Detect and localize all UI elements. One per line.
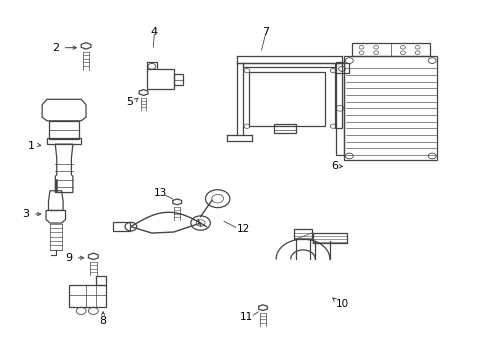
Text: 7: 7 xyxy=(262,27,268,37)
Bar xyxy=(351,42,429,56)
Bar xyxy=(273,125,295,134)
Text: 9: 9 xyxy=(65,253,72,263)
Bar xyxy=(344,56,436,160)
Bar xyxy=(334,63,348,73)
Text: 1: 1 xyxy=(27,141,34,151)
Text: 11: 11 xyxy=(239,312,252,322)
Bar xyxy=(294,229,311,239)
Text: 4: 4 xyxy=(150,27,158,37)
Bar xyxy=(249,72,325,126)
Text: 8: 8 xyxy=(100,316,106,325)
Bar xyxy=(113,222,130,231)
Bar xyxy=(69,285,105,307)
Text: 6: 6 xyxy=(331,161,338,171)
Bar xyxy=(96,276,105,285)
Bar xyxy=(173,74,182,85)
Bar xyxy=(312,233,346,243)
Text: 13: 13 xyxy=(153,188,166,198)
Bar xyxy=(335,62,344,155)
Text: 2: 2 xyxy=(52,43,59,53)
Text: 12: 12 xyxy=(236,225,250,234)
Text: 10: 10 xyxy=(335,299,348,309)
Bar xyxy=(47,138,81,144)
Text: 5: 5 xyxy=(126,97,133,107)
Bar xyxy=(147,69,173,89)
Text: 3: 3 xyxy=(22,209,29,219)
